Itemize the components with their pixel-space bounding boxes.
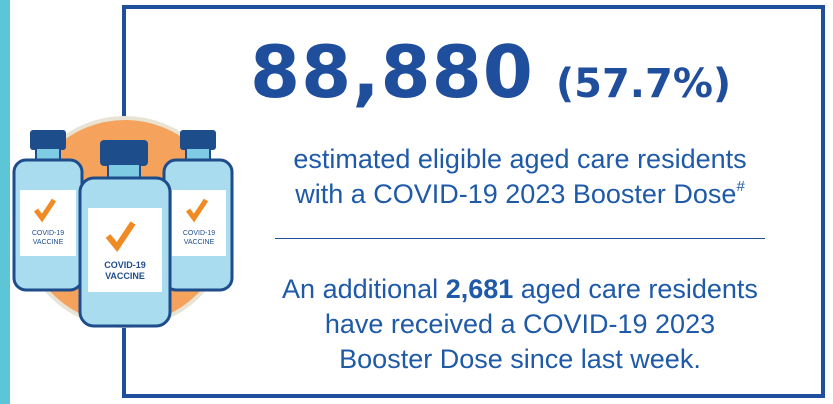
vial-label: VACCINE xyxy=(33,239,64,246)
page: COVID-19 VACCINE COVID-19 VACCINE COVID-… xyxy=(0,0,833,404)
headline: 88,880 (57.7%) xyxy=(250,30,810,114)
update: An additional 2,681 aged care residents … xyxy=(225,272,815,377)
vial-label: VACCINE xyxy=(184,239,215,246)
headline-count: 88,880 xyxy=(250,30,534,114)
update-rest: aged care residents xyxy=(521,274,758,304)
vial-label: COVID-19 xyxy=(183,230,215,237)
update-line: An additional 2,681 aged care residents xyxy=(225,272,815,307)
update-line: Booster Dose since last week. xyxy=(225,342,815,377)
vial-label: VACCINE xyxy=(105,271,145,281)
vaccine-icon: COVID-19 VACCINE COVID-19 VACCINE COVID-… xyxy=(0,100,250,340)
description-text: with a COVID-19 2023 Booster Dose xyxy=(295,179,736,209)
vial-label: COVID-19 xyxy=(104,260,146,270)
update-lead: An additional xyxy=(282,274,438,304)
description-line: with a COVID-19 2023 Booster Dose# xyxy=(225,177,815,212)
update-count: 2,681 xyxy=(446,274,514,304)
description: estimated eligible aged care residents w… xyxy=(225,142,815,212)
description-line: estimated eligible aged care residents xyxy=(225,142,815,177)
divider xyxy=(275,238,765,239)
vial-label: COVID-19 xyxy=(32,230,64,237)
headline-percent: (57.7%) xyxy=(556,61,731,107)
update-line: have received a COVID-19 2023 xyxy=(225,307,815,342)
footnote-mark: # xyxy=(736,178,744,195)
